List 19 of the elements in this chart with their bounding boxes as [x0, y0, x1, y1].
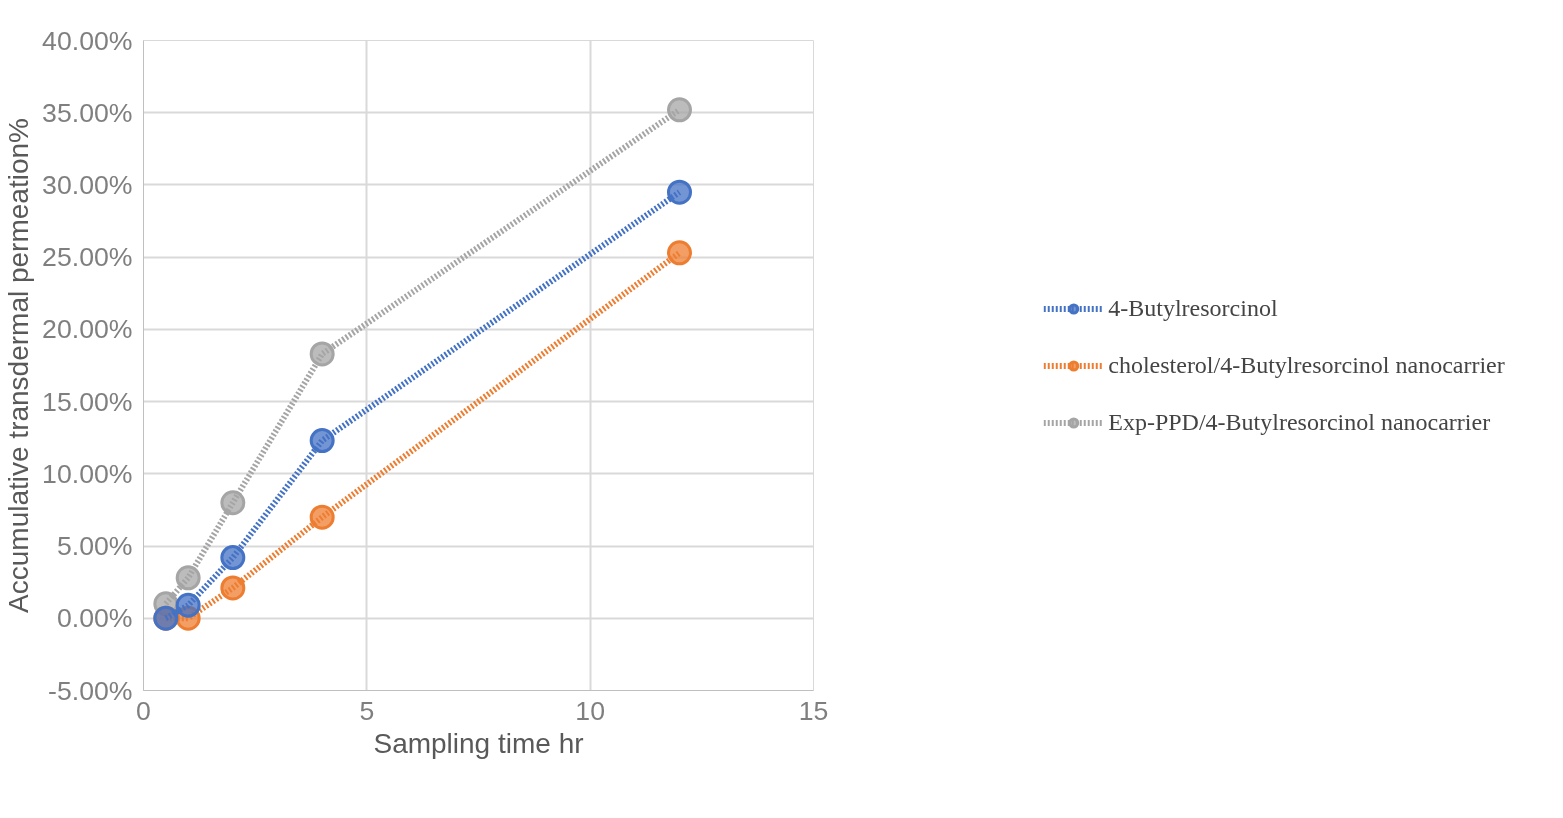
- x-axis-title: Sampling time hr: [373, 727, 584, 759]
- y-tick-label: 35.00%: [42, 97, 133, 128]
- legend-label: cholesterol/4-Butylresorcinol nanocarrier: [1108, 351, 1505, 379]
- y-tick-label: 0.00%: [56, 603, 133, 634]
- y-tick-label: 30.00%: [42, 169, 133, 200]
- y-tick-label: -5.00%: [48, 675, 133, 706]
- y-tick-label: 5.00%: [56, 531, 133, 562]
- x-tick-label: 10: [575, 695, 605, 726]
- y-tick-label: 20.00%: [42, 314, 133, 345]
- x-tick-label: 15: [798, 695, 829, 726]
- y-tick-label: 10.00%: [42, 458, 133, 489]
- x-tick-label: 0: [136, 695, 151, 726]
- legend-label: 4-Butylresorcinol: [1108, 294, 1278, 322]
- y-tick-label: 25.00%: [42, 242, 133, 273]
- legend-label: Exp-PPD/4-Butylresorcinol nanocarrier: [1108, 408, 1491, 436]
- y-axis-title: Accumulative transdermal permeation%: [3, 118, 35, 613]
- y-tick-label: 40.00%: [42, 25, 133, 56]
- x-tick-label: 5: [359, 695, 375, 726]
- y-tick-label: 15.00%: [42, 386, 133, 417]
